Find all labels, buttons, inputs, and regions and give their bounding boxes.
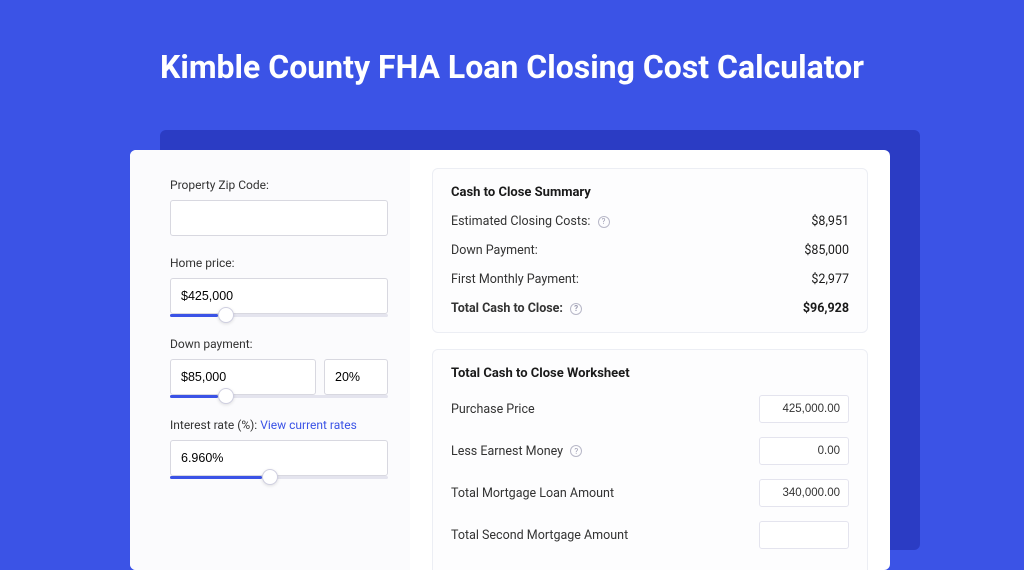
slider-thumb[interactable] <box>218 307 234 323</box>
interest-field: Interest rate (%): View current rates <box>170 418 388 479</box>
worksheet-value-input[interactable] <box>759 395 849 423</box>
worksheet-panel: Total Cash to Close Worksheet Purchase P… <box>432 349 868 570</box>
summary-label: Down Payment: <box>451 243 538 258</box>
worksheet-label: Total Second Mortgage Amount <box>451 528 628 543</box>
summary-panel: Cash to Close Summary Estimated Closing … <box>432 168 868 333</box>
worksheet-label: Total Mortgage Loan Amount <box>451 486 614 501</box>
input-column: Property Zip Code: Home price: Down paym… <box>130 150 410 570</box>
home-price-field: Home price: <box>170 256 388 317</box>
page-title: Kimble County FHA Loan Closing Cost Calc… <box>0 0 1024 114</box>
worksheet-label: Purchase Price <box>451 402 535 417</box>
summary-row: First Monthly Payment: $2,977 <box>451 272 849 287</box>
home-price-label: Home price: <box>170 256 388 270</box>
interest-slider[interactable] <box>170 476 388 479</box>
summary-total-value: $96,928 <box>803 301 849 316</box>
worksheet-label: Less Earnest Money ? <box>451 444 582 459</box>
worksheet-row: Total Mortgage Loan Amount <box>451 479 849 507</box>
summary-total-label: Total Cash to Close: ? <box>451 301 582 316</box>
summary-value: $8,951 <box>811 214 849 229</box>
worksheet-value-input[interactable] <box>759 437 849 465</box>
worksheet-value-input[interactable] <box>759 521 849 549</box>
help-icon[interactable]: ? <box>598 216 610 228</box>
summary-label-text: Estimated Closing Costs: <box>451 214 590 229</box>
worksheet-title: Total Cash to Close Worksheet <box>451 366 849 381</box>
summary-total-label-text: Total Cash to Close: <box>451 301 563 316</box>
down-payment-field: Down payment: <box>170 337 388 398</box>
home-price-slider[interactable] <box>170 314 388 317</box>
worksheet-label-text: Less Earnest Money <box>451 444 563 459</box>
slider-thumb[interactable] <box>218 388 234 404</box>
interest-input[interactable] <box>170 440 388 476</box>
summary-label: First Monthly Payment: <box>451 272 579 287</box>
down-payment-input[interactable] <box>170 359 316 395</box>
summary-value: $85,000 <box>804 243 849 258</box>
zip-field: Property Zip Code: <box>170 178 388 236</box>
down-payment-slider[interactable] <box>170 395 388 398</box>
interest-label: Interest rate (%): View current rates <box>170 418 388 432</box>
home-price-input[interactable] <box>170 278 388 314</box>
down-payment-label: Down payment: <box>170 337 388 351</box>
calculator-card: Property Zip Code: Home price: Down paym… <box>130 150 890 570</box>
summary-label: Estimated Closing Costs: ? <box>451 214 610 229</box>
slider-thumb[interactable] <box>262 469 278 485</box>
zip-label: Property Zip Code: <box>170 178 388 192</box>
worksheet-row: Less Earnest Money ? <box>451 437 849 465</box>
summary-row: Estimated Closing Costs: ? $8,951 <box>451 214 849 229</box>
summary-total-row: Total Cash to Close: ? $96,928 <box>451 301 849 316</box>
worksheet-row: Total Second Mortgage Amount <box>451 521 849 549</box>
view-rates-link[interactable]: View current rates <box>260 418 357 432</box>
summary-row: Down Payment: $85,000 <box>451 243 849 258</box>
interest-label-text: Interest rate (%): <box>170 418 257 432</box>
help-icon[interactable]: ? <box>570 303 582 315</box>
worksheet-value-input[interactable] <box>759 479 849 507</box>
zip-input[interactable] <box>170 200 388 236</box>
summary-value: $2,977 <box>811 272 849 287</box>
output-column: Cash to Close Summary Estimated Closing … <box>410 150 890 570</box>
help-icon[interactable]: ? <box>570 445 582 457</box>
worksheet-row: Purchase Price <box>451 395 849 423</box>
down-payment-pct-input[interactable] <box>324 359 388 395</box>
summary-title: Cash to Close Summary <box>451 185 849 200</box>
